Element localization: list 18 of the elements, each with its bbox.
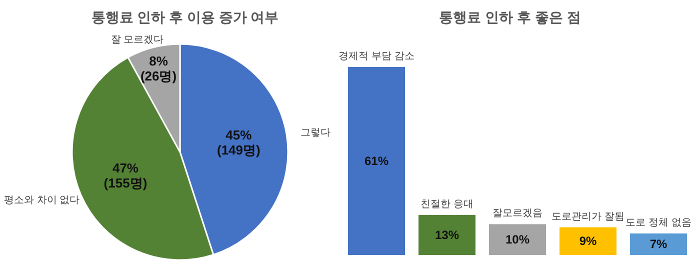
chart-title: 통행료 인하 후 이용 증가 여부 [91, 9, 279, 25]
data-label: 10% [505, 232, 530, 247]
data-label: 47% (155명) [104, 160, 148, 191]
data-label: 8% (26명) [140, 53, 177, 84]
data-label: 45% (149명) [216, 128, 260, 158]
x-tick-label: 잘모르겠음 [492, 208, 542, 220]
data-label: 13% [434, 228, 460, 242]
x-tick-label: 도로관리가 잘됨 [552, 211, 624, 222]
data-label: 9% [579, 234, 597, 248]
slice-label: 평소와 차이 없다 [4, 194, 80, 206]
x-tick-label: 친절한 응대 [420, 198, 474, 210]
x-tick-label: 경제적 부담 감소 [338, 51, 414, 62]
x-tick-label: 도로 정체 없음 [626, 217, 692, 228]
data-label: 61% [364, 154, 389, 168]
chart-title: 통행료 인하 후 좋은 점 [439, 9, 581, 25]
slice-label: 잘 모르겠다 [110, 34, 164, 46]
slice-label: 그렇다 [300, 127, 330, 138]
data-label: 7% [650, 237, 668, 252]
